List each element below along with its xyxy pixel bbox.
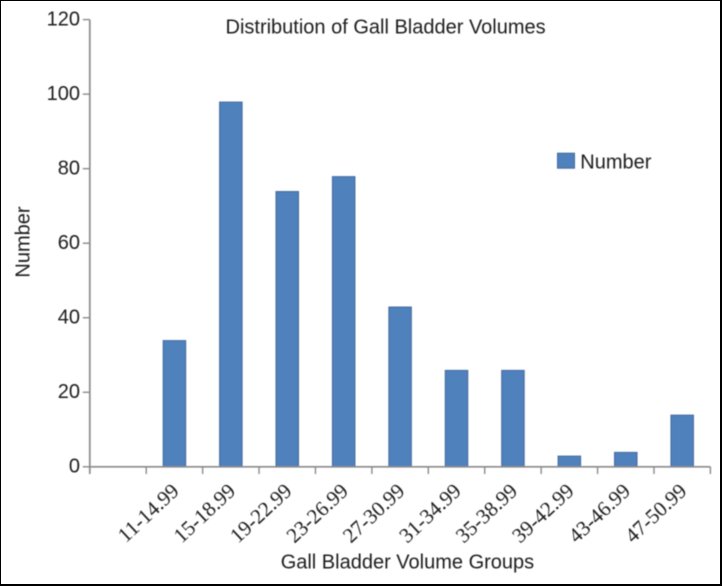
- svg-text:120: 120: [47, 8, 80, 30]
- svg-text:Gall Bladder Volume Groups: Gall Bladder Volume Groups: [281, 552, 534, 574]
- svg-text:100: 100: [47, 83, 80, 105]
- svg-text:Number: Number: [13, 206, 35, 277]
- svg-text:0: 0: [69, 456, 80, 478]
- svg-text:60: 60: [58, 232, 80, 254]
- svg-text:Number: Number: [580, 151, 651, 173]
- svg-text:40: 40: [58, 306, 80, 328]
- svg-text:20: 20: [58, 381, 80, 403]
- svg-text:80: 80: [58, 157, 80, 179]
- svg-text:Distribution of Gall Bladder V: Distribution of Gall Bladder Volumes: [226, 17, 546, 39]
